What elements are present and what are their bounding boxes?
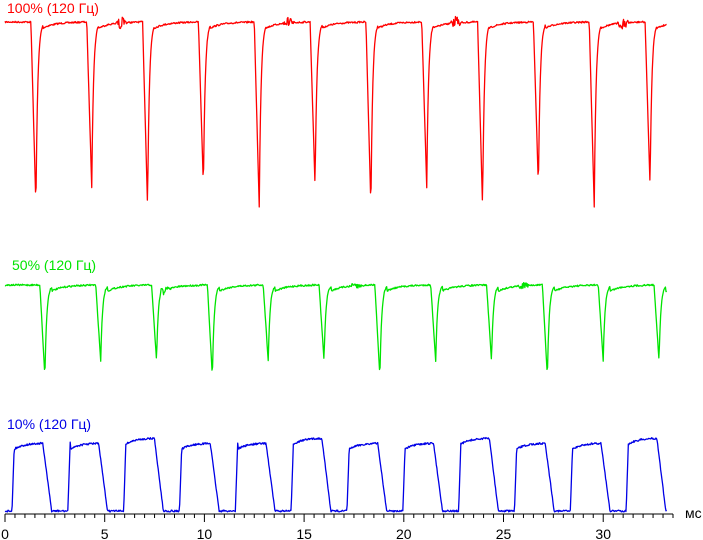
series-label-50: 50% (120 Гц)	[12, 257, 96, 273]
x-tick-label: 0	[1, 526, 9, 540]
series-line-10	[4, 436, 668, 513]
x-tick-label: 5	[101, 526, 109, 540]
x-tick-label: 25	[496, 526, 512, 540]
series-line-100	[4, 15, 667, 208]
x-tick-label: 30	[595, 526, 611, 540]
x-tick-label: 15	[296, 526, 312, 540]
traces	[4, 15, 668, 513]
x-axis: 0 5 10 15 20 25 30 мс	[1, 505, 702, 540]
x-ticks	[4, 514, 674, 522]
x-tick-label: 20	[396, 526, 412, 540]
x-axis-unit-label: мс	[685, 505, 702, 521]
series-label-10: 10% (120 Гц)	[7, 416, 91, 432]
series-line-50	[4, 282, 668, 371]
series-label-100: 100% (120 Гц)	[7, 0, 99, 16]
x-tick-labels: 0 5 10 15 20 25 30	[1, 526, 611, 540]
x-tick-label: 10	[197, 526, 213, 540]
